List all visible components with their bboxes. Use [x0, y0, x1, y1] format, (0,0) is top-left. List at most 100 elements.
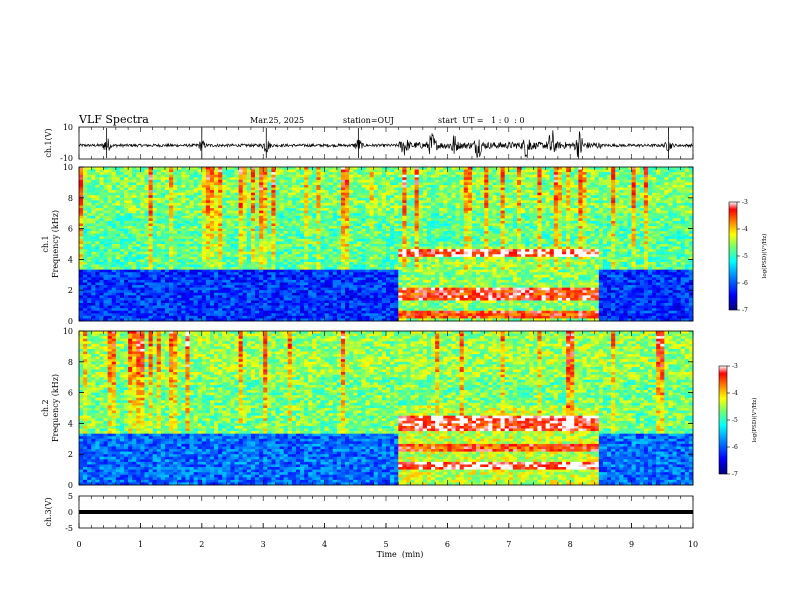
- spectrogram-cell: [296, 211, 300, 214]
- spectrogram-cell: [87, 316, 91, 319]
- spectrogram-cell: [357, 195, 361, 198]
- spectrogram-cell: [415, 185, 419, 188]
- spectrogram-cell: [202, 175, 206, 178]
- spectrogram-cell: [333, 206, 337, 209]
- spectrogram-cell: [87, 213, 91, 216]
- spectrogram-cell: [153, 267, 157, 270]
- spectrogram-cell: [406, 211, 410, 214]
- spectrogram-cell: [247, 241, 251, 244]
- spectrogram-cell: [95, 170, 99, 173]
- spectrogram-cell: [108, 203, 112, 206]
- spectrogram-cell: [108, 308, 112, 311]
- spectrogram-cell: [288, 190, 292, 193]
- spectrogram-cell: [382, 252, 386, 255]
- spectrogram-cell: [177, 170, 181, 173]
- spectrogram-cell: [345, 175, 349, 178]
- spectrogram-cell: [337, 247, 341, 250]
- spectrogram-cell: [95, 236, 99, 239]
- spectrogram-cell: [280, 190, 284, 193]
- spectrogram-cell: [288, 283, 292, 286]
- spectrogram-cell: [169, 262, 173, 265]
- spectrogram-cell: [361, 216, 365, 219]
- spectrogram-cell: [267, 190, 271, 193]
- spectrogram-cell: [300, 236, 304, 239]
- spectrogram-cell: [202, 259, 206, 262]
- spectrogram-cell: [169, 216, 173, 219]
- spectrogram-cell: [288, 216, 292, 219]
- ch1-waveform-panel: 10 -10 ch.1(V): [44, 123, 693, 163]
- spectrogram-cell: [406, 229, 410, 232]
- spectrogram-cell: [177, 303, 181, 306]
- spectrogram-cell: [87, 223, 91, 226]
- spectrogram-cell: [132, 262, 136, 265]
- spectrogram-cell: [357, 308, 361, 311]
- spectrogram-cell: [374, 254, 378, 257]
- spectrogram-cell: [316, 270, 320, 273]
- spectrogram-cell: [169, 311, 173, 314]
- spectrogram-cell: [308, 216, 312, 219]
- spectrogram-cell: [366, 231, 370, 234]
- spectrogram-cell: [300, 249, 304, 252]
- spectrogram-cell: [169, 177, 173, 180]
- spectrogram-cell: [337, 236, 341, 239]
- spectrogram-cell: [378, 229, 382, 232]
- spectrogram-cell: [210, 193, 214, 196]
- spectrogram-cell: [415, 265, 419, 268]
- spectrogram-cell: [300, 195, 304, 198]
- spectrogram-cell: [95, 267, 99, 270]
- spectrogram-cell: [190, 216, 194, 219]
- spectrogram-cell: [267, 275, 271, 278]
- spectrogram-cell: [149, 275, 153, 278]
- spectrogram-cell: [271, 208, 275, 211]
- spectrogram-cell: [300, 262, 304, 265]
- spectrogram-cell: [99, 177, 103, 180]
- spectrogram-cell: [165, 182, 169, 185]
- spectrogram-cell: [112, 218, 116, 221]
- spectrogram-cell: [390, 185, 394, 188]
- spectrogram-cell: [239, 280, 243, 283]
- spectrogram-cell: [292, 283, 296, 286]
- spectrogram-cell: [321, 313, 325, 316]
- spectrogram-cell: [157, 265, 161, 268]
- spectrogram-cell: [149, 200, 153, 203]
- spectrogram-cell: [337, 182, 341, 185]
- spectrogram-cell: [411, 223, 415, 226]
- spectrogram-cell: [398, 203, 402, 206]
- spectrogram-cell: [349, 229, 353, 232]
- spectrogram-cell: [194, 190, 198, 193]
- spectrogram-cell: [120, 198, 124, 201]
- spectrogram-cell: [259, 244, 263, 247]
- spectrogram-cell: [333, 316, 337, 319]
- spectrogram-cell: [349, 267, 353, 270]
- spectrogram-cell: [190, 272, 194, 275]
- spectrogram-cell: [239, 288, 243, 291]
- spectrogram-cell: [361, 170, 365, 173]
- spectrogram-cell: [206, 236, 210, 239]
- spectrogram-cell: [280, 231, 284, 234]
- spectrogram-cell: [235, 267, 239, 270]
- spectrogram-cell: [194, 259, 198, 262]
- spectrogram-cell: [415, 283, 419, 286]
- spectrogram-cell: [312, 216, 316, 219]
- spectrogram-cell: [247, 254, 251, 257]
- spectrogram-cell: [321, 190, 325, 193]
- spectrogram-cell: [378, 313, 382, 316]
- spectrogram-cell: [99, 172, 103, 175]
- spectrogram-cell: [83, 172, 87, 175]
- spectrogram-cell: [341, 208, 345, 211]
- spectrogram-cell: [247, 244, 251, 247]
- spectrogram-cell: [206, 306, 210, 309]
- spectrogram-cell: [169, 313, 173, 316]
- spectrogram-cell: [370, 177, 374, 180]
- spectrogram-cell: [218, 275, 222, 278]
- spectrogram-cell: [120, 265, 124, 268]
- spectrogram-cell: [112, 249, 116, 252]
- spectrogram-cell: [255, 290, 259, 293]
- spectrogram-cell: [329, 203, 333, 206]
- spectrogram-cell: [177, 244, 181, 247]
- spectrogram-cell: [394, 170, 398, 173]
- spectrogram-cell: [235, 272, 239, 275]
- spectrogram-cell: [406, 252, 410, 255]
- spectrogram-cell: [308, 247, 312, 250]
- spectrogram-cell: [87, 290, 91, 293]
